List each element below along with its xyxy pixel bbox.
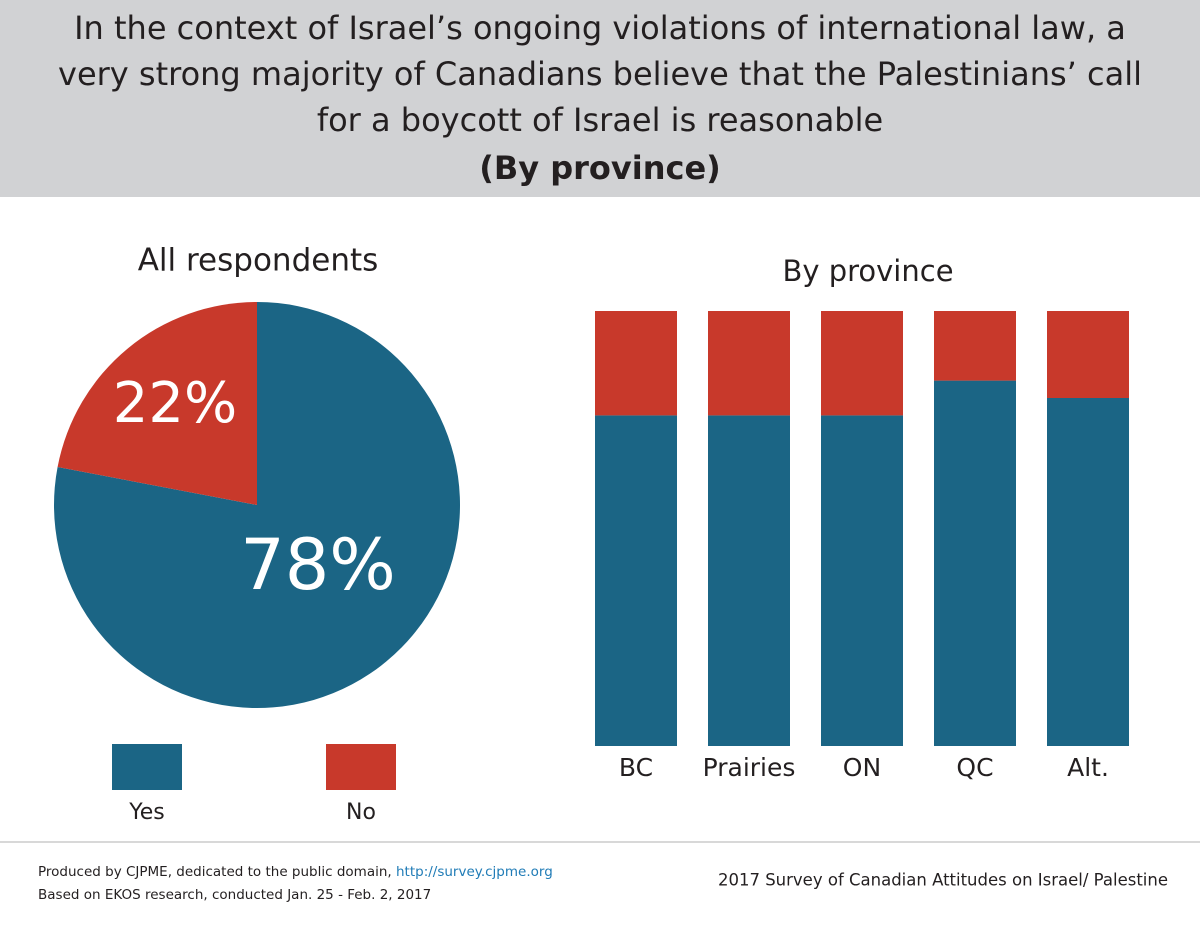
value-label: 78% bbox=[240, 524, 396, 606]
bar-segment bbox=[821, 415, 903, 746]
x-tick-label: QC bbox=[956, 753, 993, 782]
bar-segment bbox=[708, 311, 790, 416]
legend-swatch bbox=[112, 744, 182, 790]
bar-segment bbox=[934, 380, 1016, 746]
value-label: 22% bbox=[113, 371, 237, 436]
title-line: In the context of Israel’s ongoing viola… bbox=[74, 9, 1126, 47]
charts: 78% 22% Yes No BC Prairies ON QC Alt. bbox=[53, 302, 1129, 825]
footer-survey: 2017 Survey of Canadian Attitudes on Isr… bbox=[718, 871, 1168, 890]
x-tick-label: ON bbox=[843, 753, 881, 782]
footer-text: Produced by CJPME, dedicated to the publ… bbox=[38, 864, 396, 880]
x-tick-label: Prairies bbox=[703, 753, 796, 782]
pie-slice bbox=[57, 302, 257, 505]
legend-label: No bbox=[346, 800, 376, 825]
bar-segment bbox=[595, 415, 677, 746]
legend-swatch bbox=[326, 744, 396, 790]
x-tick-label: Alt. bbox=[1067, 753, 1109, 782]
footer-link[interactable]: http://survey.cjpme.org bbox=[396, 864, 553, 880]
subtitle: (By province) bbox=[479, 149, 721, 187]
bar-title: By province bbox=[782, 254, 953, 288]
footer-produced: Produced by CJPME, dedicated to the publ… bbox=[38, 864, 553, 880]
title-line: very strong majority of Canadians believ… bbox=[58, 55, 1142, 93]
x-tick-label: BC bbox=[619, 753, 653, 782]
bar-segment bbox=[595, 311, 677, 416]
bar-segment bbox=[1047, 311, 1129, 398]
header-band bbox=[0, 0, 1200, 197]
legend-label: Yes bbox=[128, 800, 165, 825]
pie-title: All respondents bbox=[138, 243, 379, 279]
bar-segment bbox=[821, 311, 903, 416]
bar-segment bbox=[934, 311, 1016, 381]
bar-segment bbox=[1047, 398, 1129, 746]
title-line: for a boycott of Israel is reasonable bbox=[317, 101, 883, 139]
footer-based: Based on EKOS research, conducted Jan. 2… bbox=[38, 887, 431, 903]
bar-segment bbox=[708, 415, 790, 746]
